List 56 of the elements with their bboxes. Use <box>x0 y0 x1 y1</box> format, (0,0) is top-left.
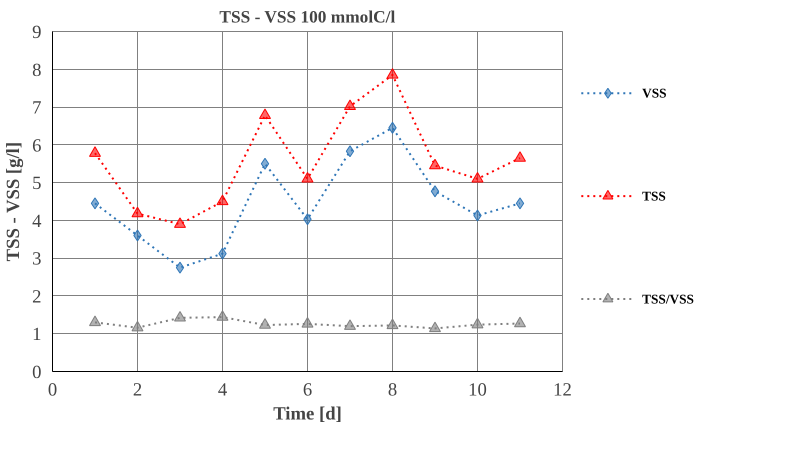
legend-label: TSS <box>642 188 666 204</box>
point <box>430 185 440 198</box>
point <box>514 151 526 162</box>
legend-label: VSS <box>642 86 667 101</box>
y-tick-label: 3 <box>32 248 42 270</box>
point <box>216 310 228 321</box>
point <box>303 213 312 226</box>
x-axis-title: Time [d] <box>273 404 342 424</box>
point <box>473 209 482 222</box>
point <box>386 318 398 330</box>
y-tick-label: 4 <box>32 210 42 232</box>
point <box>302 317 314 328</box>
point <box>259 108 271 120</box>
point <box>218 248 227 260</box>
y-tick-label: 6 <box>32 135 42 156</box>
point <box>132 320 144 332</box>
point <box>472 318 484 328</box>
point <box>388 122 397 134</box>
point <box>89 316 101 326</box>
x-tick-label: 12 <box>553 380 572 400</box>
legend-label: TSS/VSS <box>642 292 694 307</box>
x-tick-label: 0 <box>48 380 58 400</box>
point <box>133 230 142 242</box>
point <box>346 145 354 158</box>
x-tick-label: 4 <box>218 380 228 400</box>
point <box>174 311 186 322</box>
point <box>472 172 484 183</box>
point <box>302 172 314 183</box>
point <box>174 217 186 228</box>
point <box>429 158 441 170</box>
y-tick-label: 1 <box>32 324 42 346</box>
x-tick-label: 6 <box>302 380 312 400</box>
y-axis-title: TSS - VSS [g/l] <box>3 142 24 262</box>
point <box>514 316 526 328</box>
point <box>132 206 144 218</box>
y-tick-label: 8 <box>32 60 42 81</box>
point <box>260 158 270 170</box>
x-tick-label: 10 <box>468 380 487 400</box>
y-tick-label: 9 <box>32 22 42 43</box>
point <box>516 197 524 210</box>
y-tick-label: 7 <box>32 98 42 119</box>
point <box>344 319 356 330</box>
y-tick-label: 2 <box>32 286 42 308</box>
point <box>429 322 441 332</box>
point <box>344 99 356 110</box>
point <box>89 146 101 157</box>
point <box>386 68 398 79</box>
point <box>216 194 228 206</box>
x-tick-label: 8 <box>388 380 398 400</box>
point <box>90 197 100 210</box>
point <box>176 262 184 274</box>
y-tick-label: 0 <box>32 362 42 383</box>
y-tick-label: 5 <box>32 173 42 194</box>
x-tick-label: 2 <box>132 380 142 400</box>
chart-title: TSS - VSS 100 mmolC/l <box>219 8 396 26</box>
point <box>259 318 271 329</box>
